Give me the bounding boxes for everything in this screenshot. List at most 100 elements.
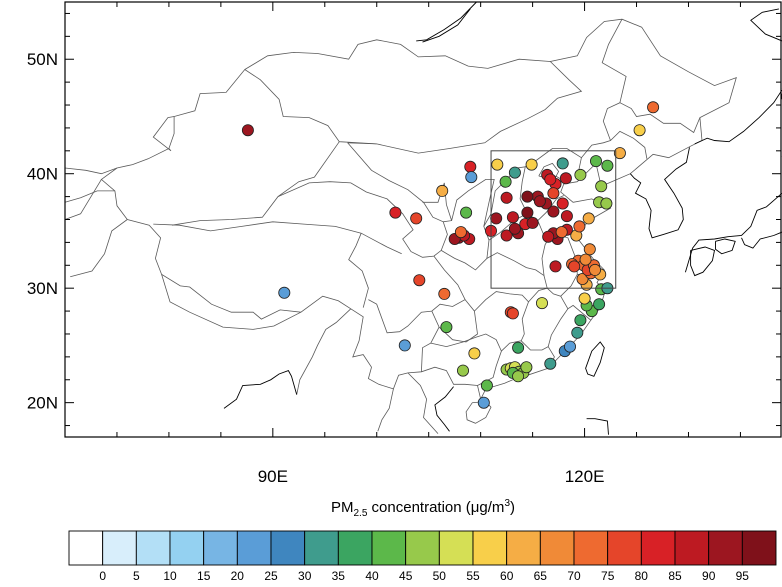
station-marker (513, 371, 524, 382)
taiwan-coast (586, 342, 605, 376)
province-boundary (153, 222, 401, 254)
station-marker (596, 181, 607, 192)
station-marker (601, 198, 612, 209)
station-marker (390, 207, 401, 218)
province-boundary (487, 253, 547, 289)
station-marker (569, 261, 580, 272)
nepal-india-border (162, 274, 301, 329)
station-marker (564, 341, 575, 352)
pakistan-border (70, 220, 127, 277)
colorbar-label: 85 (668, 569, 682, 582)
colorbar-swatch (305, 531, 339, 565)
colorbar-label: 70 (567, 569, 581, 582)
station-marker (279, 287, 290, 298)
station-marker (414, 275, 425, 286)
station-marker (455, 227, 466, 238)
colorbar-label: 15 (197, 569, 211, 582)
colorbar-label: 30 (298, 569, 312, 582)
colorbar-swatch (136, 531, 170, 565)
mongolia-border (245, 40, 551, 70)
station-marker (589, 264, 600, 275)
station-marker (501, 192, 512, 203)
vietnam-border (408, 373, 438, 434)
station-marker (548, 188, 559, 199)
province-boundary (602, 19, 626, 103)
laos-border (378, 389, 394, 431)
colorbar-swatch (103, 531, 137, 565)
colorbar-label: 10 (163, 569, 177, 582)
province-boundary (349, 233, 369, 307)
colorbar-swatch (204, 531, 238, 565)
station-marker (594, 299, 605, 310)
kazakhstan-border (153, 117, 174, 151)
colorbar-swatch (709, 531, 743, 565)
station-marker (560, 173, 571, 184)
colorbar-swatch (742, 531, 776, 565)
station-marker (583, 213, 594, 224)
station-marker (545, 358, 556, 369)
station-marker (441, 322, 452, 333)
colorbar-label: 5 (133, 569, 140, 582)
colorbar-label: 65 (534, 569, 548, 582)
province-boundary (348, 143, 377, 144)
station-marker (550, 261, 561, 272)
colorbar-label: 35 (332, 569, 346, 582)
colorbar-swatch (237, 531, 271, 565)
central-asia-border (65, 168, 117, 174)
colorbar-swatch (271, 531, 305, 565)
coastline (742, 232, 782, 248)
station-marker (556, 227, 567, 238)
colorbar-swatch (439, 531, 473, 565)
colorbar-swatch (170, 531, 204, 565)
colorbar-swatch (473, 531, 507, 565)
colorbar-label: 80 (635, 569, 649, 582)
station-marker (579, 293, 590, 304)
map-frame (65, 2, 781, 437)
station-marker (557, 158, 568, 169)
station-marker (461, 207, 472, 218)
station-marker (466, 172, 477, 183)
station-marker (399, 340, 410, 351)
station-marker (543, 231, 554, 242)
station-markers (242, 102, 658, 409)
province-boundary (439, 300, 477, 342)
colorbar-label: 55 (466, 569, 480, 582)
station-marker (580, 254, 591, 265)
colorbar-label: 50 (433, 569, 447, 582)
station-marker (574, 221, 585, 232)
station-marker (584, 244, 595, 255)
station-marker (648, 102, 659, 113)
coastline (685, 193, 782, 272)
station-marker (457, 365, 468, 376)
province-boundary (441, 179, 494, 270)
station-marker (507, 212, 518, 223)
y-tick-label: 20N (27, 394, 58, 413)
station-marker (509, 223, 520, 234)
province-boundary (548, 305, 591, 346)
province-boundary (529, 288, 568, 309)
station-marker (507, 308, 518, 319)
station-marker (465, 161, 476, 172)
y-tick-label: 50N (27, 50, 58, 69)
station-marker (509, 167, 520, 178)
colorbar-swatch (608, 531, 642, 565)
y-tick-label: 40N (27, 165, 58, 184)
colorbar-swatch (372, 531, 406, 565)
colorbar-label: 40 (365, 569, 379, 582)
station-marker (437, 185, 448, 196)
colorbar-swatch (540, 531, 574, 565)
myanmar-border (297, 309, 351, 395)
station-marker (478, 397, 489, 408)
y-tick-label: 30N (27, 279, 58, 298)
station-marker (522, 191, 533, 202)
x-tick-label: 90E (258, 467, 288, 486)
province-boundary (172, 142, 339, 226)
lake-baikal (423, 9, 471, 42)
station-marker (572, 327, 583, 338)
station-marker (561, 211, 572, 222)
geography-layer (65, 2, 782, 435)
afghanistan-border (65, 179, 101, 219)
colorbar-label: 75 (601, 569, 615, 582)
